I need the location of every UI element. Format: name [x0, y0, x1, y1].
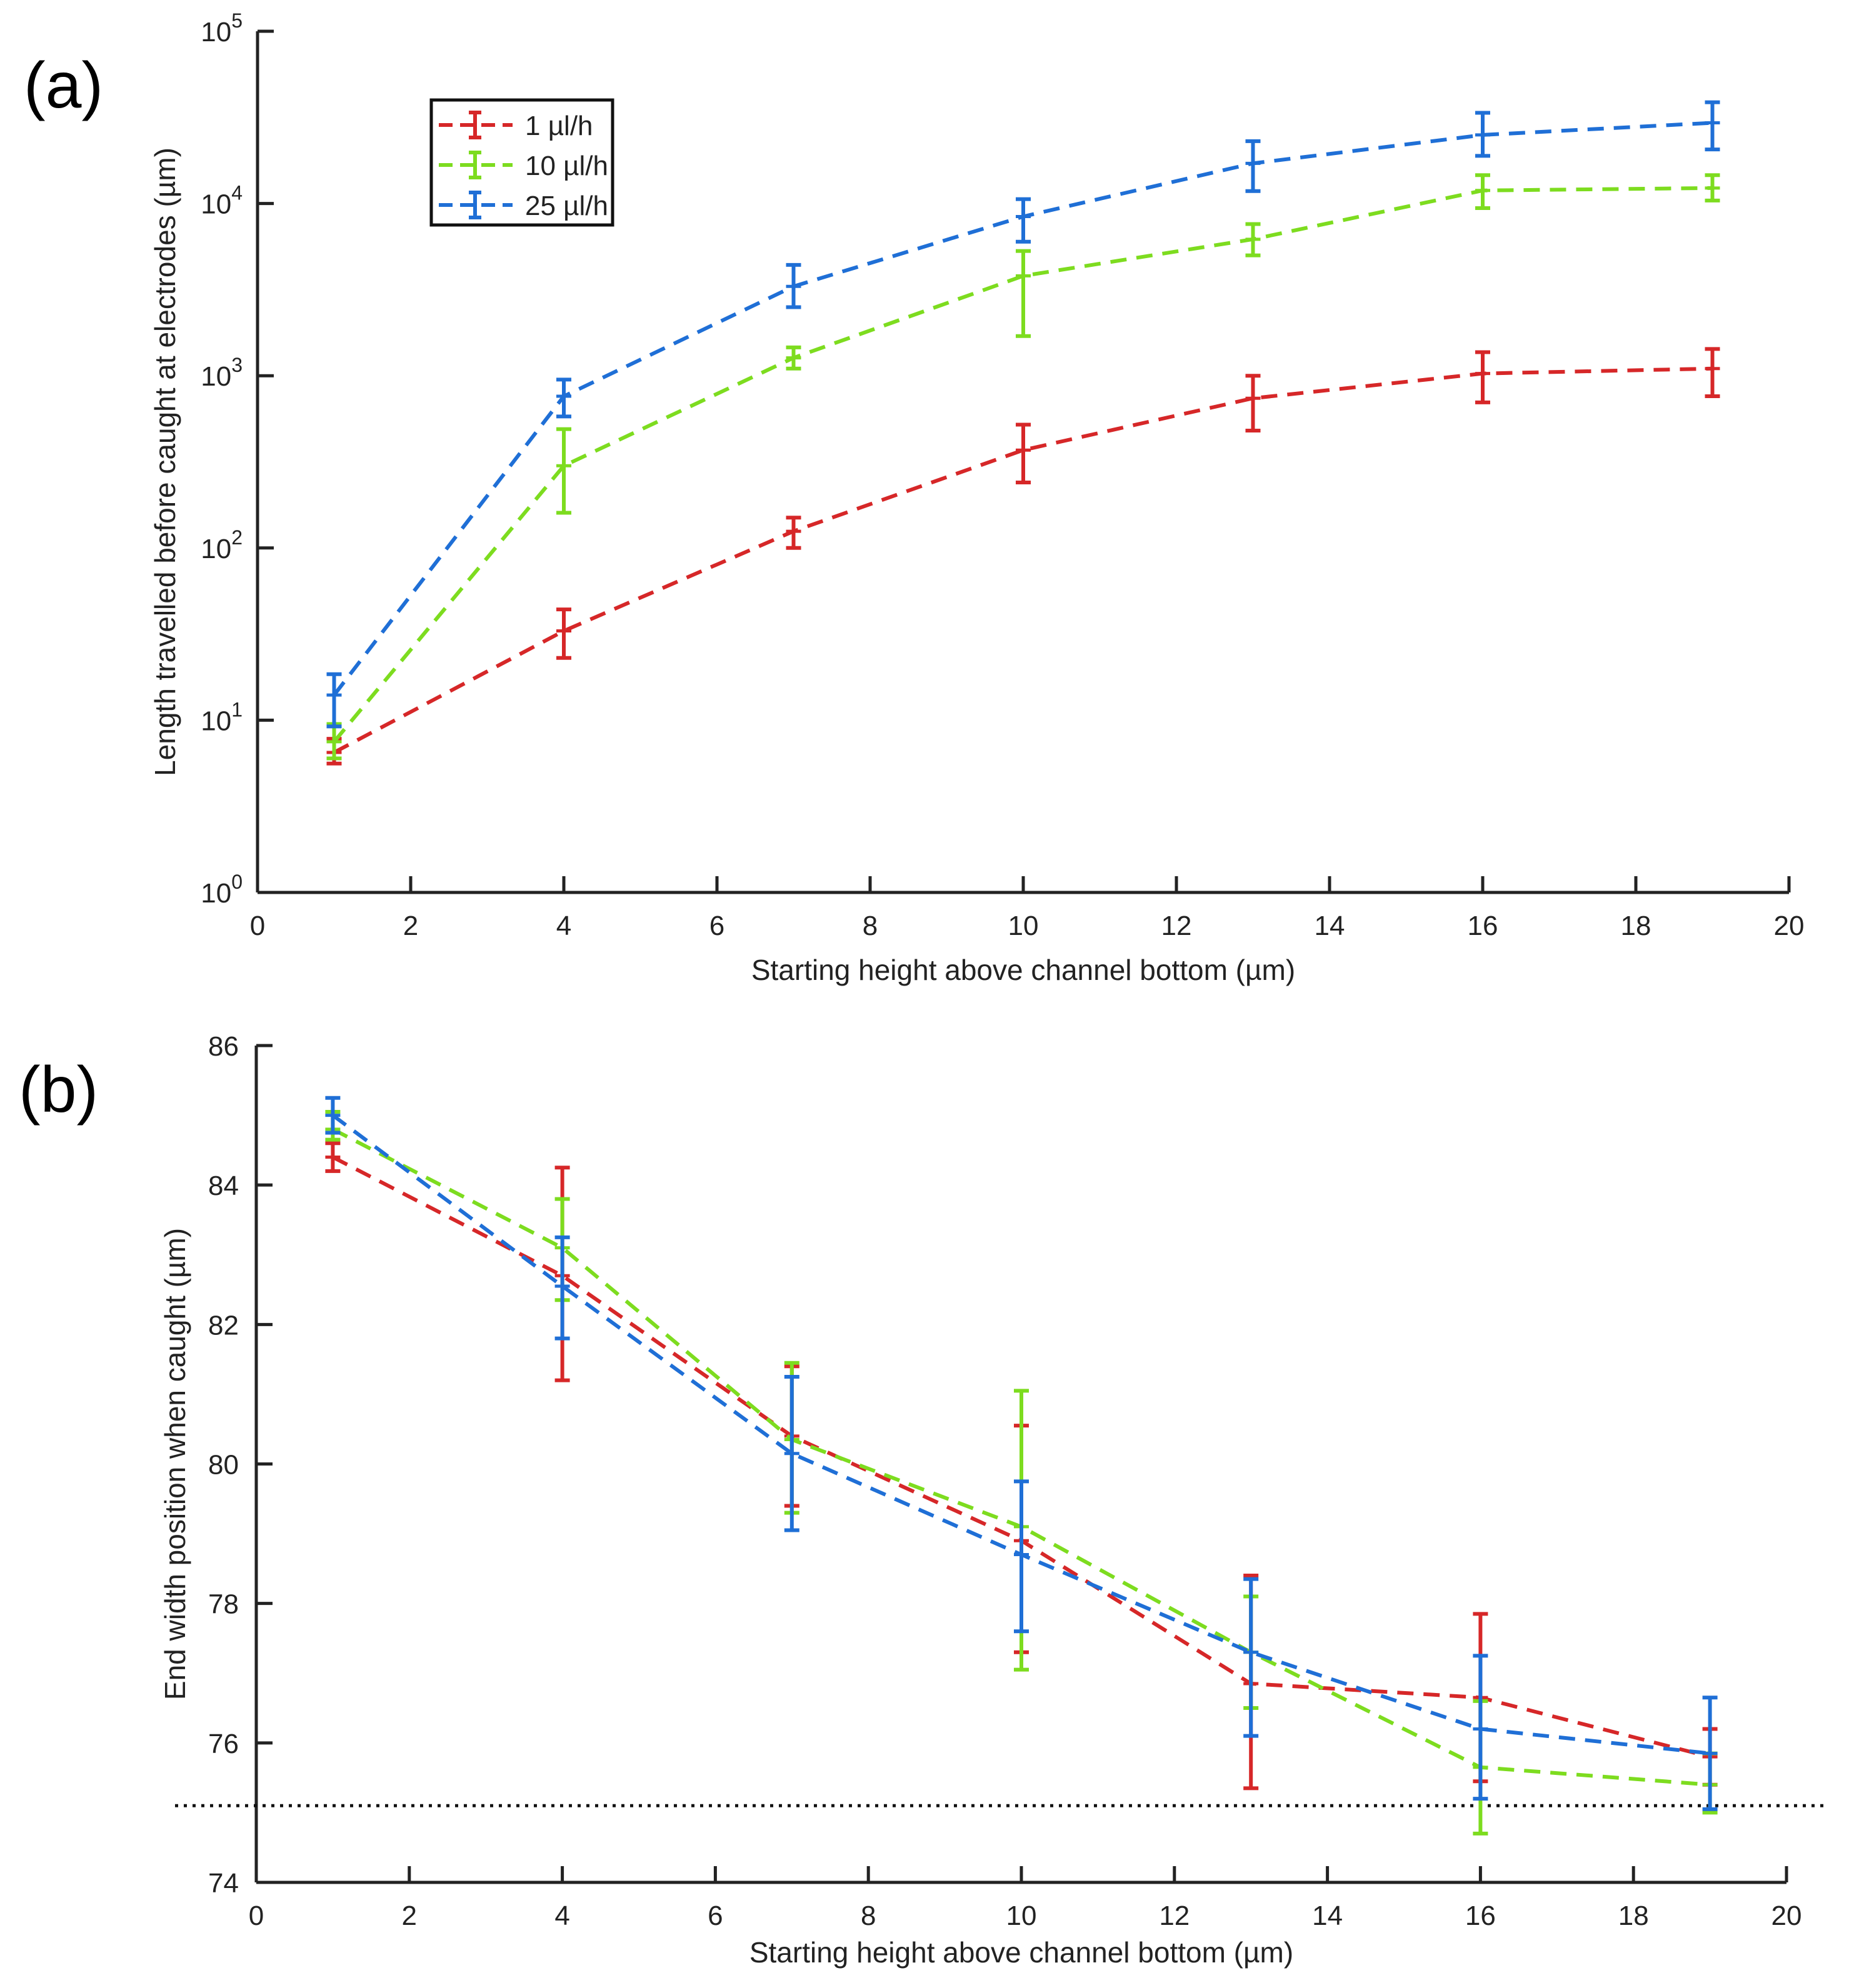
chart-a-y-tick-label: 100 — [201, 871, 243, 909]
chart-a-legend: 1 µl/h 10 µl/h 25 µl/h — [429, 98, 614, 227]
panel-label-b: (b) — [19, 1054, 99, 1126]
chart-a-series-0 — [326, 347, 1720, 766]
chart-a-x-tick-label: 8 — [863, 911, 878, 941]
chart-b-x-tick-label: 10 — [1006, 1901, 1037, 1931]
chart-a-x-tick-label: 20 — [1774, 911, 1805, 941]
legend-entry-0: 1 µl/h — [525, 111, 593, 141]
chart-a-x-tick-label: 4 — [556, 911, 571, 941]
chart-b-x-tick-label: 2 — [402, 1901, 417, 1931]
chart-a-x-tick-label: 18 — [1621, 911, 1651, 941]
chart-b-x-tick-label: 8 — [861, 1901, 876, 1931]
chart-a-y-tick-label: 104 — [201, 182, 243, 220]
legend-entry-2: 25 µl/h — [525, 191, 608, 221]
chart-a-x-tick-label: 10 — [1008, 911, 1039, 941]
chart-a-x-tick-label: 0 — [250, 911, 265, 941]
chart-b-series-1 — [325, 1110, 1718, 1836]
chart-a-length-travelled: 0 2 4 6 8 10 12 14 16 18 20 100 101 102 103 104 105 Start… — [149, 9, 1804, 986]
chart-b-y-tick-label: 86 — [208, 1031, 239, 1062]
chart-b-x-tick-label: 18 — [1618, 1901, 1649, 1931]
chart-a-x-tick-label: 2 — [403, 911, 418, 941]
chart-b-x-axis-label: Starting height above channel bottom (µm… — [749, 1936, 1293, 1969]
chart-b-x-tick-label: 6 — [708, 1901, 723, 1931]
chart-b-y-tick-label: 82 — [208, 1310, 239, 1341]
chart-b-x-tick-label: 4 — [554, 1901, 569, 1931]
chart-b-x-tick-label: 0 — [249, 1901, 264, 1931]
chart-a-x-tick-label: 14 — [1315, 911, 1345, 941]
chart-b-y-tick-label: 80 — [208, 1450, 239, 1481]
chart-a-series-2 — [326, 100, 1720, 729]
chart-b-x-tick-label: 16 — [1465, 1901, 1496, 1931]
chart-b-y-tick-label: 74 — [208, 1868, 239, 1899]
chart-b-series-2 — [325, 1096, 1718, 1811]
chart-a-x-tick-label: 16 — [1468, 911, 1498, 941]
chart-a-y-tick-label: 102 — [201, 526, 243, 564]
chart-b-y-axis-label: End width position when caught (µm) — [159, 1228, 191, 1700]
chart-b-end-width-position: 0 2 4 6 8 10 12 14 16 18 20 74 76 78 80 82 84 86 Starting … — [159, 1031, 1824, 1969]
chart-a-series-1 — [326, 173, 1720, 761]
chart-b-y-tick-label: 78 — [208, 1589, 239, 1620]
chart-a-y-axis-label: Length travelled before caught at electr… — [149, 147, 181, 776]
chart-b-y-tick-label: 84 — [208, 1171, 239, 1201]
chart-b-x-tick-label: 20 — [1771, 1901, 1802, 1931]
chart-a-y-tick-label: 105 — [201, 9, 243, 47]
chart-a-x-axis-label: Starting height above channel bottom (µm… — [751, 954, 1295, 986]
legend-entry-1: 10 µl/h — [525, 151, 608, 181]
chart-b-y-tick-label: 76 — [208, 1729, 239, 1759]
panel-label-a: (a) — [24, 49, 104, 122]
chart-b-x-tick-label: 14 — [1312, 1901, 1343, 1931]
chart-a-x-tick-label: 6 — [709, 911, 724, 941]
chart-a-y-tick-label: 101 — [201, 698, 243, 736]
chart-a-y-tick-label: 103 — [201, 354, 243, 392]
chart-b-x-tick-label: 12 — [1159, 1901, 1190, 1931]
chart-a-x-tick-label: 12 — [1161, 911, 1192, 941]
